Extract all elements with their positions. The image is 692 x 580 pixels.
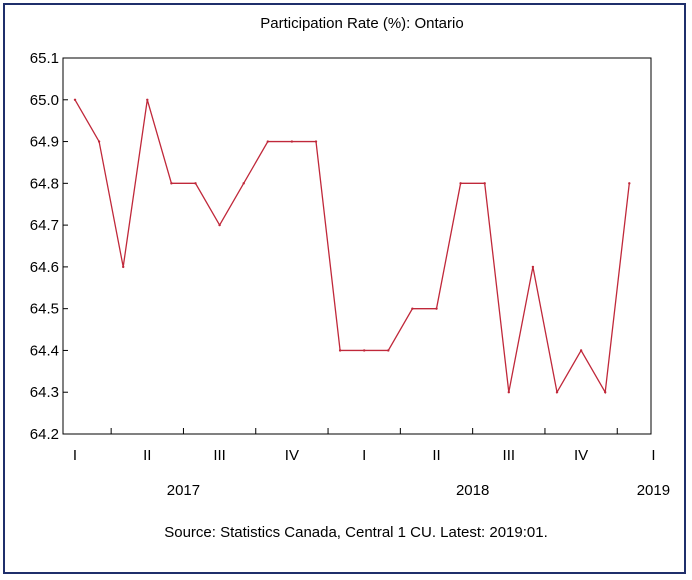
data-point (363, 349, 366, 352)
series-group (73, 98, 631, 395)
source-note: Source: Statistics Canada, Central 1 CU.… (164, 524, 548, 541)
data-point (218, 223, 221, 227)
data-point (146, 98, 149, 101)
chart-frame (3, 3, 686, 574)
data-point (266, 140, 269, 143)
x-year-label: 2019 (637, 482, 670, 499)
y-tick-label: 64.2 (30, 426, 59, 443)
data-point (338, 349, 342, 352)
x-quarter-label: III (503, 447, 516, 464)
x-quarter-label: II (143, 447, 151, 464)
data-point (604, 391, 607, 394)
x-year-label: 2017 (167, 482, 200, 499)
y-tick-label: 64.4 (30, 342, 59, 359)
chart-title: Participation Rate (%): Ontario (260, 15, 463, 32)
data-point (97, 140, 101, 143)
y-tick-label: 64.5 (30, 301, 59, 318)
data-point (507, 391, 510, 394)
data-point (459, 182, 462, 185)
y-tick-label: 65.0 (30, 92, 59, 109)
y-tick-label: 64.9 (30, 134, 59, 151)
x-quarter-label: II (432, 447, 440, 464)
data-point (531, 265, 535, 269)
data-point (194, 182, 197, 185)
data-point (170, 182, 173, 185)
x-quarter-label: IV (285, 447, 299, 464)
data-point (122, 265, 125, 269)
x-year-label: 2018 (456, 482, 489, 499)
y-tick-label: 64.6 (30, 259, 59, 276)
data-point (555, 391, 559, 394)
series-line (74, 99, 630, 395)
data-point (387, 349, 390, 352)
x-quarter-label: I (651, 447, 655, 464)
data-point (579, 349, 583, 352)
data-point (628, 182, 631, 185)
y-tick-label: 64.3 (30, 384, 59, 401)
x-quarter-label: I (362, 447, 366, 464)
x-quarter-label: III (213, 447, 226, 464)
plot-area (62, 57, 652, 435)
data-point (483, 182, 486, 185)
y-tick-label: 64.7 (30, 217, 59, 234)
data-point (73, 98, 77, 101)
data-point (435, 307, 438, 310)
y-tick-label: 65.1 (30, 50, 59, 67)
y-axis: 64.2 64.3 64.4 64.5 64.6 64.7 64.8 64.9 65.0 65.1 (30, 50, 68, 443)
data-point (242, 182, 245, 185)
y-tick-label: 64.8 (30, 175, 59, 192)
x-quarter-label: IV (574, 447, 588, 464)
data-point (411, 307, 414, 310)
x-quarter-label: I (73, 447, 77, 464)
data-point (314, 140, 318, 143)
data-point (290, 140, 294, 143)
